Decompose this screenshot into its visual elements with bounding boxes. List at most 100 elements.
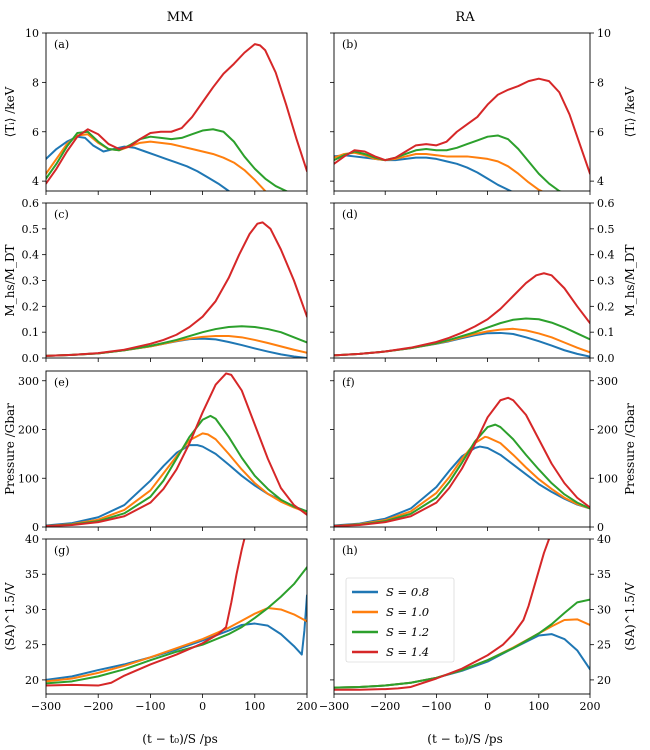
- panel-h-label: (h): [342, 544, 358, 557]
- column-title-ra: RA: [455, 10, 475, 25]
- panel-e-ytick-label: 0: [32, 521, 39, 534]
- panel-c: 0.0 0.1 0.2 0.3 0.4 0.5 0.6 M_hs/M_DT (c): [3, 197, 308, 365]
- panel-g-line-s1.2: [46, 566, 307, 685]
- panel-a-ylabel: ⟨Tᵢ⟩ /keV: [3, 86, 17, 137]
- panel-e-label: (e): [54, 376, 69, 389]
- panel-a-label: (a): [54, 38, 69, 51]
- panel-d-ytick-label: 0.6: [597, 197, 615, 210]
- panel-b-ytick-label: 6: [597, 126, 604, 139]
- panel-e: 0 100 200 300 Pressure /Gbar (e): [3, 370, 308, 534]
- panel-b-label: (b): [342, 38, 358, 51]
- panel-h-ylabel: (SA)^1.5/V: [623, 582, 637, 650]
- panel-f-ytick-label: 0: [597, 521, 604, 534]
- panel-d-series: [334, 272, 590, 358]
- panel-b-line-s1.0: [334, 151, 544, 191]
- panel-h-ytick-label: 40: [597, 533, 611, 546]
- panel-c-ytick-label: 0.1: [22, 326, 40, 339]
- panel-g: −300 −200 −100 0 100 200 20 25 30 35 40 (SA)^1.5/V (…: [3, 533, 318, 713]
- panel-b-line-s1.4: [334, 77, 590, 175]
- legend-label: S = 1.4: [386, 645, 429, 659]
- panel-f-label: (f): [342, 376, 355, 389]
- panel-h-ytick-label: 35: [597, 568, 611, 581]
- panel-g-ytick-label: 40: [25, 533, 39, 546]
- panel-g-xtick-label: −200: [83, 700, 113, 713]
- panel-f-ytick-label: 300: [597, 375, 618, 388]
- panel-g-label: (g): [54, 544, 70, 557]
- panel-e-line-s1.2: [46, 414, 307, 527]
- panel-a-ytick-label: 4: [32, 175, 39, 188]
- panel-d-ytick-label: 0.0: [597, 352, 615, 365]
- panel-e-frame: [45, 370, 308, 528]
- legend-label: S = 0.8: [386, 585, 429, 599]
- panel-c-ytick-label: 0.6: [22, 197, 40, 210]
- panel-d-ytick-label: 0.2: [597, 300, 615, 313]
- panel-g-ytick-label: 20: [25, 674, 39, 687]
- panel-e-ylabel: Pressure /Gbar: [3, 403, 17, 495]
- panel-h-xtick-label: −200: [370, 700, 400, 713]
- panel-e-series: [46, 372, 307, 527]
- panel-f-ytick-label: 100: [597, 472, 618, 485]
- panel-f-line-s0.8: [334, 445, 590, 527]
- panels: 4 6 8 10 ⟨Tᵢ⟩ /keV (a) 4 6 8 10 ⟨Tᵢ⟩ /keV (b) 0.0 0.1…: [3, 27, 637, 713]
- panel-h-ytick-label: 30: [597, 603, 611, 616]
- panel-h-line-s1.4: [334, 539, 551, 691]
- panel-h-xtick-label: 200: [580, 700, 601, 713]
- panel-f-line-s1.2: [334, 423, 590, 527]
- panel-c-series: [46, 221, 307, 358]
- panel-g-ytick-label: 25: [25, 639, 39, 652]
- panel-f: 0 100 200 300 Pressure /Gbar (f): [330, 370, 637, 534]
- panel-d-ytick-label: 0.3: [597, 275, 615, 288]
- panel-h-line-s1.2: [334, 598, 590, 689]
- panel-a-series: [46, 43, 307, 191]
- panel-h-xtick-label: 0: [484, 700, 491, 713]
- panel-a-line-s1.4: [46, 43, 307, 185]
- panel-f-line-s1.4: [334, 396, 590, 527]
- panel-f-ylabel: Pressure /Gbar: [623, 403, 637, 495]
- panel-b-line-s0.8: [334, 154, 513, 191]
- panel-h-ytick-label: 20: [597, 674, 611, 687]
- panel-h: −300 −200 −100 0 100 200 20 25 30 35 40 (SA)^1.5/V (…: [319, 533, 637, 713]
- panel-e-ytick-label: 200: [18, 424, 39, 437]
- legend-box: [345, 577, 455, 663]
- panel-g-frame: [45, 538, 308, 695]
- panel-b-ytick-label: 4: [597, 175, 604, 188]
- panel-a-ytick-label: 6: [32, 126, 39, 139]
- panel-d-line-s1.4: [334, 272, 590, 357]
- panel-g-xtick-label: −300: [31, 700, 61, 713]
- panel-h-xtick-label: −300: [319, 700, 349, 713]
- panel-g-ytick-label: 30: [25, 603, 39, 616]
- legend-label: S = 1.2: [386, 625, 429, 639]
- panel-e-ytick-label: 300: [18, 375, 39, 388]
- panel-c-ytick-label: 0.0: [22, 352, 40, 365]
- legend-label: S = 1.0: [386, 605, 429, 619]
- panel-g-ytick-label: 35: [25, 568, 39, 581]
- panel-d: 0.0 0.1 0.2 0.3 0.4 0.5 0.6 M_hs/M_DT (d): [330, 197, 637, 365]
- panel-a-ytick-label: 10: [25, 27, 39, 40]
- x-axis-label-right: (t − t₀)/S /ps: [427, 732, 502, 746]
- panel-g-line-s1.0: [46, 607, 307, 683]
- panel-a-ytick-label: 8: [32, 76, 39, 89]
- panel-a-line-s1.2: [46, 128, 289, 191]
- panel-g-line-s1.4: [46, 539, 246, 687]
- panel-h-xtick-label: −100: [421, 700, 451, 713]
- panel-d-ytick-label: 0.5: [597, 223, 615, 236]
- panel-c-ylabel: M_hs/M_DT: [3, 244, 17, 316]
- panel-g-xtick-label: 0: [199, 700, 206, 713]
- column-title-mm: MM: [167, 10, 194, 25]
- panel-g-line-s0.8: [46, 594, 307, 681]
- x-axis-label-left: (t − t₀)/S /ps: [142, 732, 217, 746]
- panel-c-ytick-label: 0.2: [22, 300, 40, 313]
- panel-g-series: [46, 539, 307, 687]
- panel-c-label: (c): [54, 208, 69, 221]
- panel-b-ytick-label: 8: [597, 76, 604, 89]
- panel-b-series: [334, 77, 590, 191]
- panel-b-ytick-label: 10: [597, 27, 611, 40]
- panel-a: 4 6 8 10 ⟨Tᵢ⟩ /keV (a): [3, 27, 308, 195]
- panel-f-frame: [333, 370, 591, 528]
- panel-h-ytick-label: 25: [597, 639, 611, 652]
- panel-d-label: (d): [342, 208, 358, 221]
- panel-d-frame: [333, 202, 591, 359]
- panel-c-ytick-label: 0.5: [22, 223, 40, 236]
- panel-b-frame: [333, 32, 591, 192]
